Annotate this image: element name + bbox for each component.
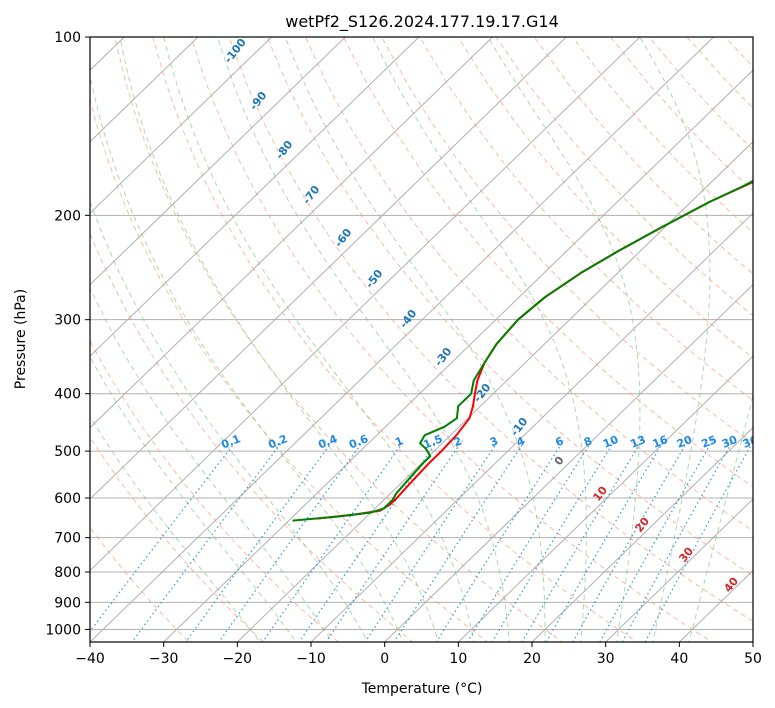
mixing-ratio-label: 16: [651, 433, 670, 451]
mixing-ratio-line: [491, 440, 616, 642]
y-tick-label: 300: [54, 313, 81, 329]
moist-adiabat-line: [90, 415, 261, 642]
dry-adiabat-line: [90, 232, 414, 642]
x-tick-label: −30: [149, 651, 179, 667]
y-tick-label: 400: [54, 387, 81, 403]
mixing-ratio-label: 10: [601, 433, 620, 451]
x-tick-label: 50: [744, 651, 762, 667]
dry-adiabat-line: [90, 339, 340, 642]
y-tick-label: 200: [54, 208, 81, 224]
isotherm-gridline: [90, 37, 199, 143]
isotherm-gridline: [90, 37, 715, 642]
y-axis-label: Pressure (hPa): [13, 289, 29, 389]
mixing-ratio-line: [466, 440, 593, 642]
mixing-ratio-label: 25: [700, 433, 719, 451]
mixing-ratio-label: 30: [720, 433, 739, 451]
axes: −40 −30 −20 −10 0 10 20 30 40 50 1000 900 800 700 600 5…: [45, 30, 762, 667]
dewpoint-profile-line: [292, 179, 753, 522]
isotherm-gridline: [90, 37, 346, 286]
y-tick-label: 900: [54, 595, 81, 611]
mixing-ratio-label: 13: [629, 433, 648, 451]
moist-adiabat-line: [90, 200, 369, 642]
moist-adiabat-line: [487, 37, 641, 642]
mixing-ratio-line: [262, 440, 405, 642]
dry-adiabat-line: [114, 37, 564, 642]
moist-adiabat-line: [639, 37, 711, 642]
x-tick-label: 0: [380, 651, 389, 667]
moist-adiabat-line: [372, 37, 587, 642]
isotherm-gridline: [383, 283, 753, 642]
moist-adiabat-line: [217, 37, 510, 642]
y-tick-label: 800: [54, 565, 81, 581]
x-tick-label: 10: [449, 651, 467, 667]
mixing-ratio-label: 2: [452, 434, 464, 449]
moist-adiabat-line: [90, 73, 404, 642]
mixing-ratio-line: [644, 440, 753, 642]
y-tick-label: 600: [54, 491, 81, 507]
x-tick-label: −20: [223, 651, 253, 667]
x-tick-label: 20: [523, 651, 541, 667]
mixing-ratio-label: 8: [582, 434, 594, 449]
x-tick-label: 30: [597, 651, 615, 667]
y-tick-label: 100: [54, 30, 81, 46]
isotherm-gridline: [90, 37, 641, 572]
mixing-ratio-line: [621, 440, 734, 642]
moist-adiabat-line: [163, 37, 475, 642]
mixing-ratio-line: [435, 440, 565, 642]
dry-adiabat-line: [90, 526, 190, 642]
mixing-ratio-label: 3: [488, 434, 500, 449]
dry-adiabat-line: [152, 37, 638, 642]
mixing-ratio-label: 1: [393, 434, 405, 449]
mixing-ratio-label: 36: [741, 433, 760, 451]
y-tick-label: 700: [54, 531, 81, 547]
dry-adiabat-line: [304, 37, 753, 532]
isotherm-gridline: [604, 498, 753, 642]
y-tick-label: 500: [54, 444, 81, 460]
y-tick-label: 1000: [45, 622, 81, 638]
isotherm-gridline: [90, 37, 273, 214]
moist-adiabat-line: [119, 37, 440, 642]
isotherm-gridline: [90, 37, 420, 357]
mixing-ratio-line: [393, 440, 526, 642]
plot-area: [90, 37, 753, 642]
x-axis-label: Temperature (°C): [361, 681, 483, 697]
moist-adiabat-line: [90, 286, 333, 642]
isotherm-gridline: [457, 355, 753, 642]
dry-adiabat-line: [457, 37, 753, 359]
mixing-ratio-line: [131, 440, 284, 642]
dry-adiabat-line: [90, 97, 489, 642]
x-tick-label: −10: [296, 651, 326, 667]
isotherm-gridline: [162, 69, 753, 642]
mixing-ratio-label: 20: [675, 433, 694, 451]
isotherm-gridline: [236, 141, 753, 642]
mixing-ratio-line: [521, 440, 643, 642]
dry-adiabat-line: [343, 37, 753, 488]
x-tick-label: −40: [75, 651, 105, 667]
mixing-ratio-line: [218, 440, 365, 642]
plot-frame: [89, 36, 754, 643]
x-tick-label: 40: [670, 651, 688, 667]
mixing-ratio-line: [90, 440, 237, 633]
chart-title: wetPf2_S126.2024.177.19.17.G14: [285, 12, 559, 32]
isotherm-gridline: [310, 212, 753, 642]
isotherm-gridline: [90, 37, 567, 500]
moist-adiabat-line: [284, 37, 546, 642]
isotherm-gridline: [90, 37, 494, 429]
